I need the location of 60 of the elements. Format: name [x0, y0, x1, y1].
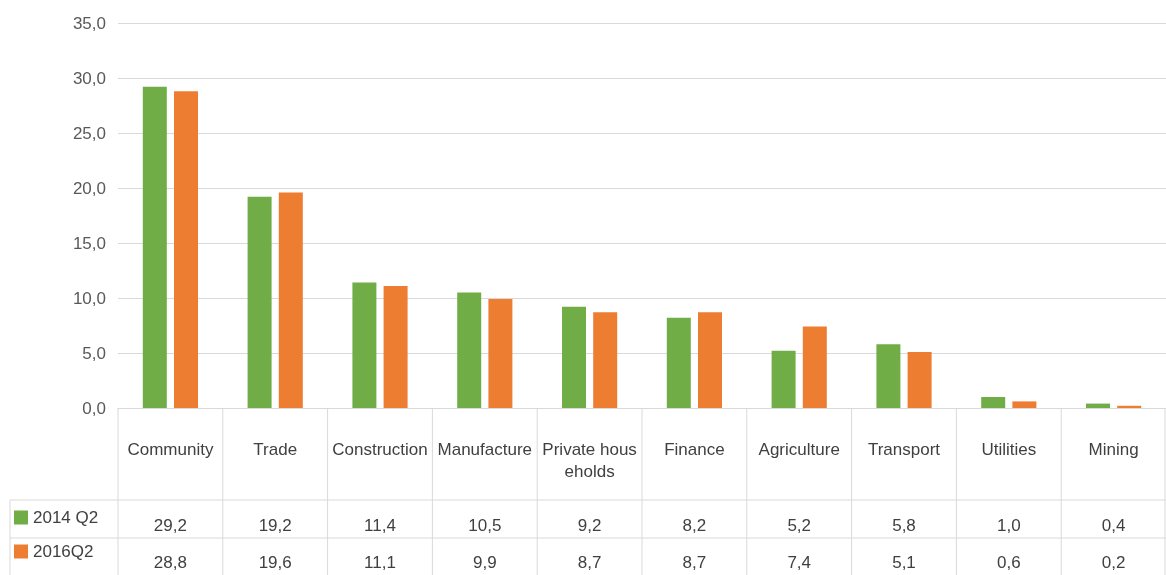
bar [771, 350, 796, 408]
data-label: 19,2 [258, 515, 292, 535]
legend-label: 2016Q2 [33, 542, 94, 561]
x-tick-label: Manufacture [437, 439, 533, 459]
data-label: 11,1 [364, 553, 396, 572]
bar [876, 344, 901, 408]
bar [142, 86, 167, 408]
y-tick-label: 10,0 [72, 288, 106, 308]
bar [562, 306, 586, 408]
y-tick-label: 35,0 [72, 13, 106, 33]
bar [383, 285, 408, 408]
data-label: 10,5 [468, 515, 502, 535]
y-tick-label: 0,0 [82, 398, 106, 418]
data-label: 29,2 [153, 515, 187, 535]
data-label: 5,8 [892, 515, 916, 535]
data-label: 19,6 [258, 553, 292, 572]
bar [1117, 405, 1142, 408]
bar [1012, 401, 1037, 408]
data-label: 0,4 [1101, 515, 1126, 535]
bar [593, 312, 618, 408]
data-label: 9,2 [577, 515, 602, 535]
bar [802, 326, 827, 408]
x-tick-label: Mining [1088, 439, 1139, 459]
x-tick-label: Utilities [981, 439, 1037, 459]
data-label: 8,7 [682, 553, 707, 572]
data-label: 0,2 [1101, 553, 1126, 572]
data-label: 5,1 [892, 553, 916, 572]
bar [981, 397, 1006, 408]
x-tick-label: Community [127, 439, 214, 459]
bar [457, 292, 482, 408]
bar [174, 91, 198, 408]
x-tick-label: Trade [253, 439, 298, 459]
y-tick-label: 30,0 [72, 68, 106, 88]
y-tick-label: 20,0 [72, 178, 106, 198]
x-tick-label: Transport [867, 439, 941, 459]
x-tick-label: Finance [664, 439, 725, 459]
data-label: 8,2 [682, 515, 707, 535]
y-tick-label: 5,0 [82, 343, 106, 363]
bar [352, 282, 377, 408]
data-label: 8,7 [577, 553, 602, 572]
bar [488, 299, 513, 408]
bar [1086, 403, 1110, 408]
data-label: 1,0 [996, 515, 1021, 535]
data-label: 11,4 [364, 515, 396, 535]
data-label: 7,4 [787, 553, 812, 572]
x-tick-label: Construction [332, 439, 428, 459]
bar [247, 196, 272, 408]
bar [698, 312, 722, 408]
data-label: 9,9 [472, 553, 497, 572]
bar [666, 317, 691, 408]
y-tick-label: 15,0 [72, 233, 106, 253]
y-tick-label: 25,0 [72, 123, 106, 143]
x-tick-label: Agriculture [758, 439, 840, 459]
legend-label: 2014 Q2 [33, 508, 99, 527]
data-label: 0,6 [996, 553, 1021, 572]
bar [907, 351, 932, 408]
bar [278, 192, 303, 408]
data-label: 28,8 [153, 553, 187, 572]
data-label: 5,2 [787, 515, 812, 535]
x-tick-label: Private households [542, 439, 637, 481]
